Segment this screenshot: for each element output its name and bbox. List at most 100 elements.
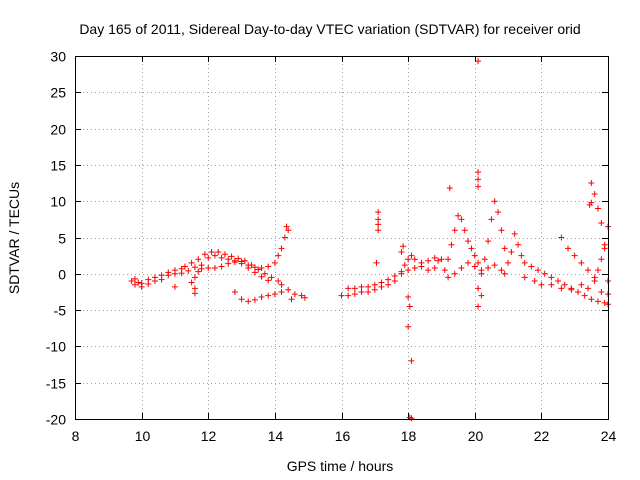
data-point xyxy=(231,257,238,264)
data-point xyxy=(438,256,445,263)
series-band-c-low xyxy=(345,254,438,292)
data-point xyxy=(258,264,265,271)
data-point xyxy=(478,292,485,299)
data-point xyxy=(298,292,305,299)
data-point xyxy=(581,292,588,299)
data-point xyxy=(211,252,218,259)
data-point xyxy=(391,278,398,285)
data-point xyxy=(171,283,178,290)
y-tick-label: -20 xyxy=(46,412,66,428)
data-point xyxy=(498,227,505,234)
data-point xyxy=(191,264,198,271)
data-point xyxy=(283,223,290,230)
series-band-e-rise xyxy=(558,180,611,285)
data-point xyxy=(400,243,407,250)
data-point xyxy=(501,245,508,252)
data-point xyxy=(378,279,385,286)
data-point xyxy=(251,269,258,276)
data-point xyxy=(138,283,145,290)
data-point xyxy=(278,281,285,288)
y-tick-label: 5 xyxy=(58,231,66,247)
data-point xyxy=(188,279,195,286)
data-point xyxy=(245,262,252,269)
data-point xyxy=(291,291,298,298)
data-point xyxy=(345,285,352,292)
data-point xyxy=(531,278,538,285)
data-point xyxy=(451,227,458,234)
data-point xyxy=(385,276,392,283)
data-point xyxy=(235,255,242,262)
data-point xyxy=(498,267,505,274)
data-point xyxy=(475,176,482,183)
data-point xyxy=(465,238,472,245)
data-point xyxy=(458,216,465,223)
data-point xyxy=(471,263,478,270)
y-tick-label: 25 xyxy=(50,85,66,101)
data-point xyxy=(208,249,215,256)
data-point xyxy=(281,234,288,241)
data-point xyxy=(391,272,398,279)
data-point xyxy=(218,254,225,261)
data-point xyxy=(475,58,482,65)
series-outliers xyxy=(171,58,595,422)
data-point xyxy=(258,294,265,301)
data-point xyxy=(465,259,472,266)
data-point xyxy=(375,216,382,223)
series-band-d xyxy=(441,198,515,274)
data-point xyxy=(151,278,158,285)
data-point xyxy=(198,265,205,272)
data-point xyxy=(451,270,458,277)
data-point xyxy=(351,285,358,292)
data-point xyxy=(515,241,522,248)
data-point xyxy=(145,280,152,287)
data-point xyxy=(405,323,412,330)
data-point xyxy=(398,268,405,275)
data-point xyxy=(565,245,572,252)
data-point xyxy=(445,256,452,263)
data-point xyxy=(558,285,565,292)
y-axis-label: SDTVAR / TECUs xyxy=(6,182,22,294)
data-point xyxy=(165,272,172,279)
data-point xyxy=(181,263,188,270)
series-band-a-spread xyxy=(131,252,272,290)
data-point xyxy=(601,245,608,252)
data-point xyxy=(231,288,238,295)
x-axis-label: GPS time / hours xyxy=(287,458,394,474)
data-point xyxy=(211,264,218,271)
data-point xyxy=(455,212,462,219)
data-point xyxy=(425,257,432,264)
data-point xyxy=(131,275,138,282)
data-point xyxy=(385,281,392,288)
data-point xyxy=(245,298,252,305)
data-point xyxy=(505,259,512,266)
data-point xyxy=(578,281,585,288)
data-point xyxy=(588,199,595,206)
data-point xyxy=(458,264,465,271)
data-point xyxy=(285,286,292,293)
data-point xyxy=(448,241,455,248)
data-point xyxy=(495,209,502,216)
data-point xyxy=(131,281,138,288)
data-point xyxy=(431,254,438,261)
data-point xyxy=(501,270,508,277)
data-point xyxy=(135,279,142,286)
y-tick-label: 0 xyxy=(58,267,66,283)
data-point xyxy=(373,259,380,266)
series-band-b xyxy=(188,223,292,286)
data-point xyxy=(445,274,452,281)
data-point xyxy=(548,274,555,281)
data-point xyxy=(401,262,408,269)
data-point xyxy=(178,270,185,277)
chart-title: Day 165 of 2011, Sidereal Day-to-day VTE… xyxy=(79,21,580,37)
series-band-b-dip xyxy=(231,286,308,305)
data-point xyxy=(345,292,352,299)
data-point xyxy=(251,264,258,271)
data-point xyxy=(435,257,442,264)
data-point xyxy=(478,270,485,277)
data-point xyxy=(285,227,292,234)
data-point xyxy=(405,294,412,301)
data-point xyxy=(475,169,482,176)
data-point xyxy=(598,219,605,226)
data-points xyxy=(128,58,611,422)
